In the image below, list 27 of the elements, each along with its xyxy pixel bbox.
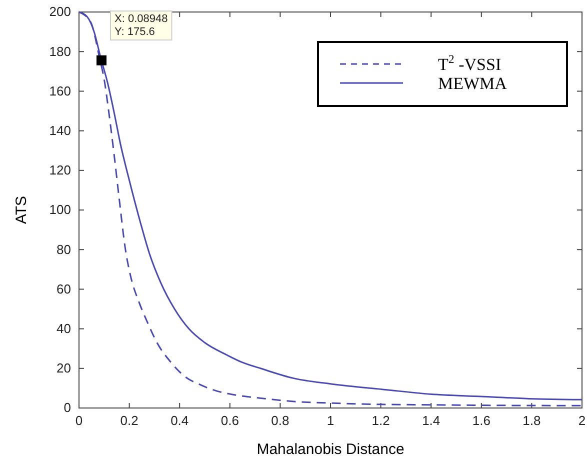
x-tick-label: 0.4 xyxy=(170,413,189,428)
x-axis-title: Mahalanobis Distance xyxy=(256,441,404,458)
x-tick-label: 0.2 xyxy=(120,413,138,428)
legend-label: T$^{2}$ -VSSI xyxy=(438,52,502,74)
y-tick-label: 120 xyxy=(49,162,71,178)
y-tick-label: 140 xyxy=(49,122,71,138)
y-tick-label: 80 xyxy=(56,242,71,257)
x-tick-label: 2 xyxy=(578,413,586,428)
y-tick-label: 40 xyxy=(56,320,71,336)
y-axis-title: ATS xyxy=(13,196,30,224)
y-tick-label: 100 xyxy=(49,202,71,218)
x-tick-label: 0 xyxy=(75,413,83,428)
y-tick-label: 160 xyxy=(49,83,71,98)
x-tick-label: 1.6 xyxy=(472,413,490,428)
y-tick-label: 0 xyxy=(64,400,71,416)
x-tick-label: 1.4 xyxy=(422,413,440,428)
y-tick-label: 20 xyxy=(56,360,71,376)
y-tick-label: 200 xyxy=(49,4,71,20)
y-tick-label: 180 xyxy=(49,44,71,59)
x-tick-label: 1.8 xyxy=(522,413,541,428)
x-tick-label: 1 xyxy=(326,413,334,428)
x-tick-label: 0.6 xyxy=(220,413,239,428)
x-tick-label: 0.8 xyxy=(271,413,290,428)
y-tick-label: 60 xyxy=(56,281,71,296)
annotation: X: 0.08948 Y: 175.6 xyxy=(114,13,168,38)
x-tick-label: 1.2 xyxy=(372,413,390,428)
legend-label: MEWMA xyxy=(438,74,508,93)
